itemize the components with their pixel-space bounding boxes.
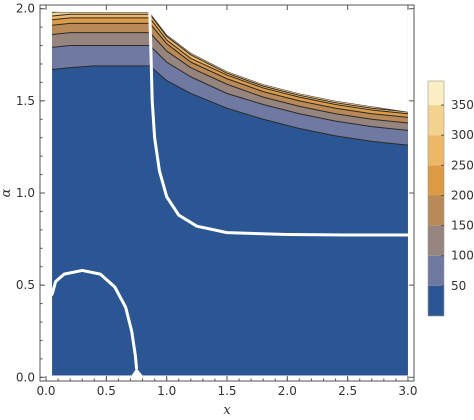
legend-label: 50: [451, 279, 466, 293]
legend-frame: [427, 80, 445, 317]
zero-level-curve-1: [148, 10, 410, 237]
contour-line-100: [52, 45, 409, 131]
contour-line-300: [52, 13, 409, 113]
y-axis-label: α: [0, 188, 14, 197]
y-tick-label: 0.0: [16, 370, 35, 384]
legend-label: 200: [451, 188, 474, 202]
legend-label: 300: [451, 128, 474, 142]
color-legend: 50 100 150 200 250 300 350: [427, 80, 474, 317]
legend-swatch-0: [428, 285, 444, 316]
legend-swatch-250: [428, 135, 444, 166]
y-tick-label: 2.0: [16, 2, 35, 16]
legend-label: 100: [451, 249, 474, 263]
bottom-notch: [131, 368, 143, 376]
x-tick-label: 0.0: [36, 384, 55, 398]
x-tick-label: 2.5: [338, 384, 357, 398]
legend-label: 250: [451, 158, 474, 172]
y-tick-label: 0.5: [16, 278, 35, 292]
legend-swatch-150: [428, 195, 444, 226]
y-tick-label: 1.0: [16, 186, 35, 200]
legend-swatch-100: [428, 225, 444, 256]
x-tick-label: 0.5: [97, 384, 116, 398]
x-tick-label: 3.0: [398, 384, 417, 398]
zero-level-curve-2: [50, 268, 139, 370]
x-tick-label: 1.5: [217, 384, 236, 398]
legend-label: 350: [451, 98, 474, 112]
empty-region: [52, 5, 408, 112]
legend-swatch-50: [428, 255, 444, 286]
legend-swatch-300: [428, 105, 444, 136]
contour-line-250: [52, 17, 409, 115]
legend-swatch-350: [428, 81, 444, 106]
contour-line-150: [52, 32, 409, 124]
axes: 0.0 0.5 1.0 1.5 2.0 2.5 3.0 0.0 0.5 1.0 1.5 2.0: [16, 2, 418, 398]
x-tick-label: 2.0: [278, 384, 297, 398]
y-tick-label: 1.5: [16, 94, 35, 108]
x-axis-label: x: [223, 403, 231, 418]
contour-line-200: [52, 22, 409, 118]
contour-line-50: [52, 65, 409, 146]
x-tick-label: 1.0: [157, 384, 176, 398]
legend-label: 150: [451, 219, 474, 233]
legend-swatch-200: [428, 165, 444, 196]
plot-area: [50, 5, 410, 376]
